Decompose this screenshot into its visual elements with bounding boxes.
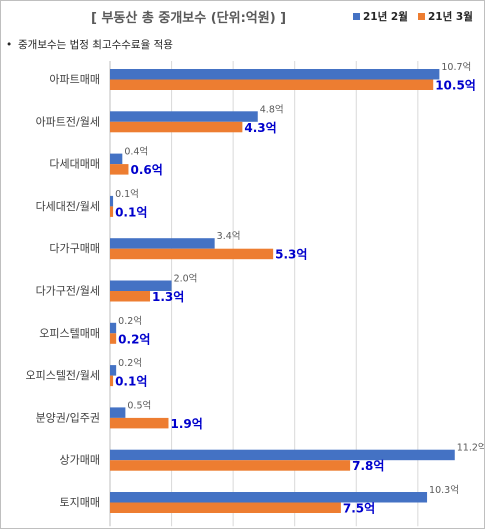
legend-label-feb: 21년 2월 [363, 10, 408, 23]
bar-mar [110, 121, 243, 133]
bar-feb [110, 449, 455, 461]
data-label-mar: 7.8억 [352, 459, 384, 473]
data-label-mar: 0.1억 [115, 375, 147, 389]
data-label-mar: 5.3억 [275, 248, 307, 262]
legend: 21년 2월 21년 3월 [353, 10, 473, 23]
data-label-feb: 3.4억 [217, 230, 241, 242]
data-label-feb: 0.4억 [124, 146, 148, 158]
bar-mar [110, 502, 341, 513]
bar-mar [110, 206, 114, 217]
data-label-feb: 4.8억 [260, 103, 284, 115]
category-label: 오피스텔매매 [39, 327, 100, 340]
data-label-feb: 10.7억 [441, 61, 471, 73]
bar-feb [110, 322, 117, 334]
category-label: 다가구전/월세 [36, 285, 100, 298]
data-label-mar: 1.9억 [170, 417, 202, 431]
data-label-feb: 0.5억 [127, 399, 151, 411]
category-label: 분양권/입주권 [36, 411, 100, 424]
data-label-feb: 10.3억 [429, 484, 459, 496]
data-label-mar: 1.3억 [152, 290, 184, 304]
category-label: 아파트전/월세 [36, 115, 100, 128]
data-label-feb: 0.2억 [118, 315, 142, 327]
category-label: 상가매매 [60, 454, 100, 467]
data-label-mar: 10.5억 [435, 79, 476, 93]
data-label-feb: 0.2억 [118, 357, 142, 369]
bar-feb [110, 153, 123, 165]
bar-feb [110, 407, 126, 418]
data-label-feb: 11.2억 [457, 442, 484, 454]
bar-feb [110, 492, 428, 503]
category-label: 아파트매매 [49, 73, 100, 86]
data-label-mar: 0.1억 [115, 205, 147, 219]
bar-mar [110, 79, 434, 90]
data-label-mar: 7.5억 [343, 502, 375, 516]
data-label-feb: 2.0억 [174, 273, 198, 285]
category-label: 토지매매 [60, 496, 100, 509]
category-label: 다가구매매 [49, 242, 100, 255]
bars [110, 69, 455, 513]
bar-feb [110, 111, 258, 122]
legend-swatch-mar [418, 13, 425, 20]
data-label-feb: 0.1억 [115, 188, 139, 200]
bar-feb [110, 69, 440, 80]
category-label: 다세대매매 [49, 158, 100, 171]
bar-mar [110, 460, 351, 471]
bar-mar [110, 417, 169, 429]
bar-mar [110, 291, 151, 302]
category-label: 오피스텔전/월세 [25, 369, 100, 382]
data-label-mar: 4.3억 [244, 121, 276, 135]
data-label-mar: 0.6억 [130, 163, 162, 177]
gridlines [109, 61, 419, 527]
bar-mar [110, 248, 274, 260]
bar-feb [110, 365, 117, 376]
category-label: 다세대전/월세 [36, 200, 100, 213]
note-bullet: • [6, 39, 12, 51]
chart-title: [ 부동산 총 중개보수 (단위:억원) ] [91, 10, 286, 26]
bar-feb [110, 195, 114, 207]
legend-swatch-feb [353, 13, 360, 20]
bar-mar [110, 375, 114, 387]
bar-mar [110, 164, 129, 175]
bar-mar [110, 333, 117, 344]
bar-feb [110, 238, 215, 249]
legend-label-mar: 21년 3월 [428, 10, 473, 23]
bar-feb [110, 280, 172, 291]
data-label-mar: 0.2억 [118, 332, 150, 346]
note-text: 중개보수는 법정 최고수수료율 적용 [18, 39, 173, 51]
